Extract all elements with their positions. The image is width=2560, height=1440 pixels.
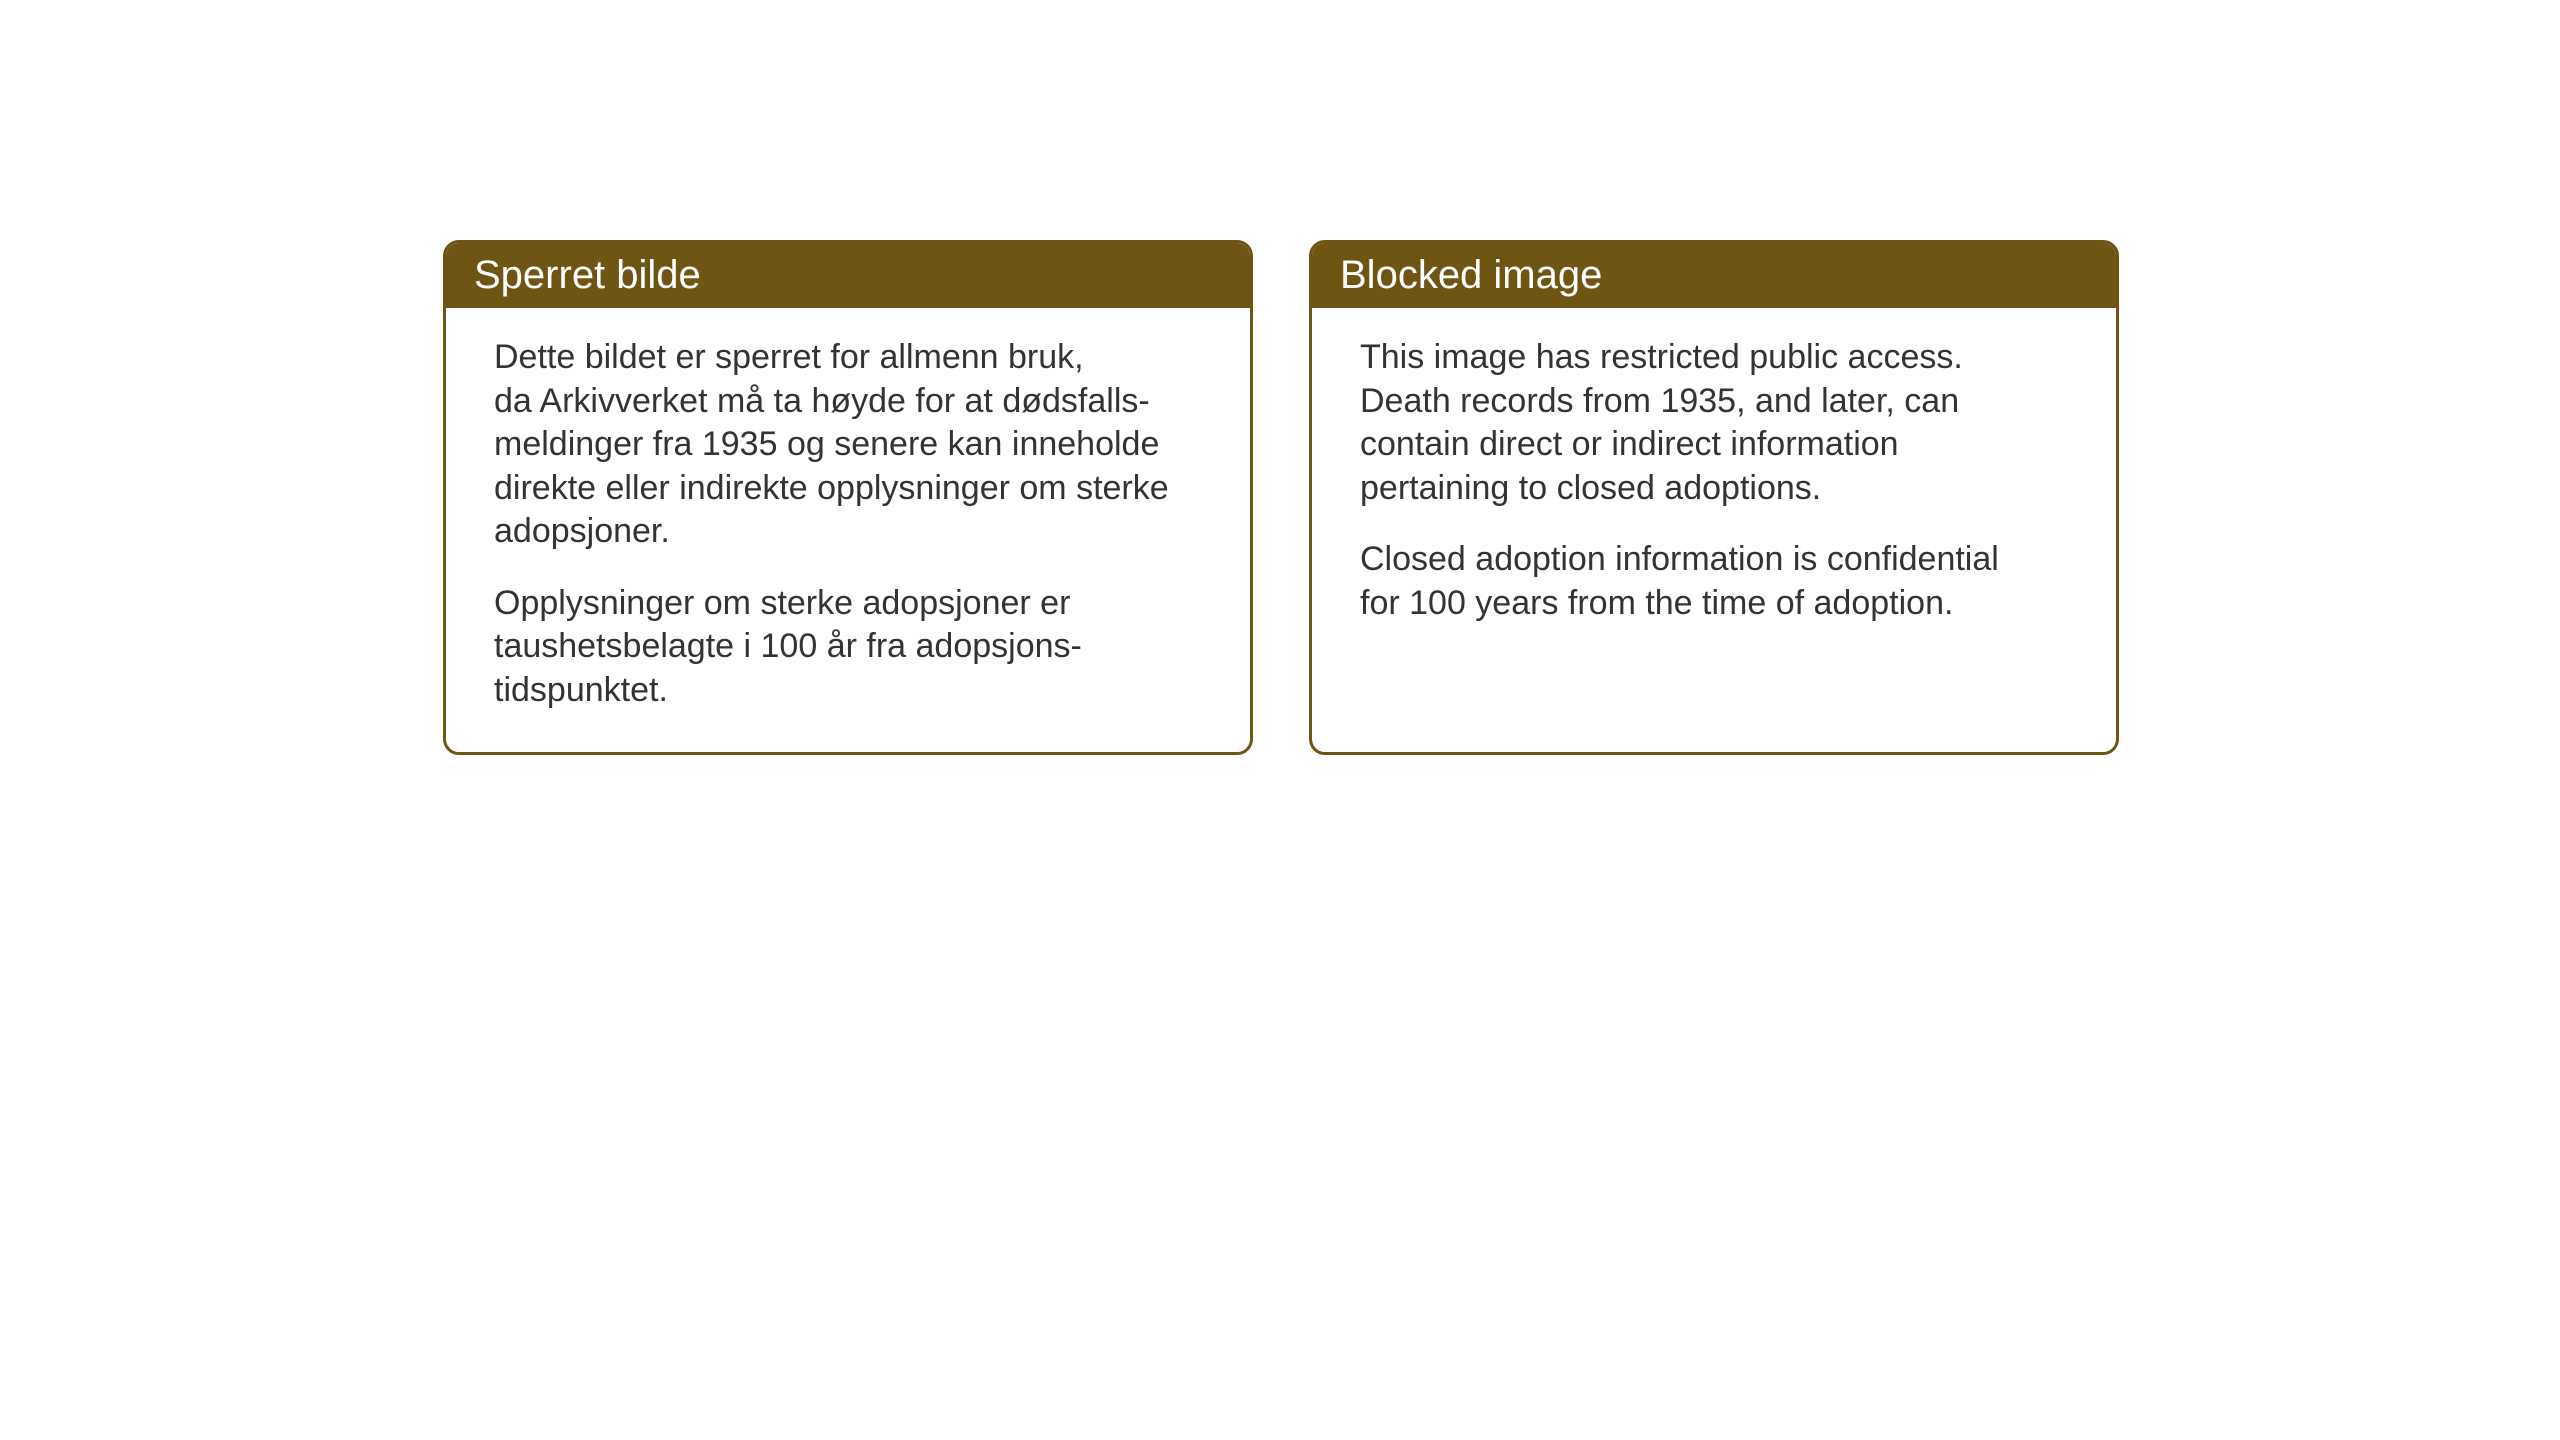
notice-header-english: Blocked image — [1312, 243, 2116, 308]
notice-box-english: Blocked image This image has restricted … — [1309, 240, 2119, 755]
notice-container: Sperret bilde Dette bildet er sperret fo… — [443, 240, 2119, 755]
notice-header-norwegian: Sperret bilde — [446, 243, 1250, 308]
notice-title-english: Blocked image — [1340, 253, 1602, 297]
notice-body-norwegian: Dette bildet er sperret for allmenn bruk… — [446, 308, 1250, 752]
notice-para1-norwegian: Dette bildet er sperret for allmenn bruk… — [494, 336, 1202, 554]
notice-para2-english: Closed adoption information is confident… — [1360, 538, 2068, 625]
notice-para2-norwegian: Opplysninger om sterke adopsjoner er tau… — [494, 582, 1202, 713]
notice-body-english: This image has restricted public access.… — [1312, 308, 2116, 665]
notice-box-norwegian: Sperret bilde Dette bildet er sperret fo… — [443, 240, 1253, 755]
notice-title-norwegian: Sperret bilde — [474, 253, 701, 297]
notice-para1-english: This image has restricted public access.… — [1360, 336, 2068, 510]
